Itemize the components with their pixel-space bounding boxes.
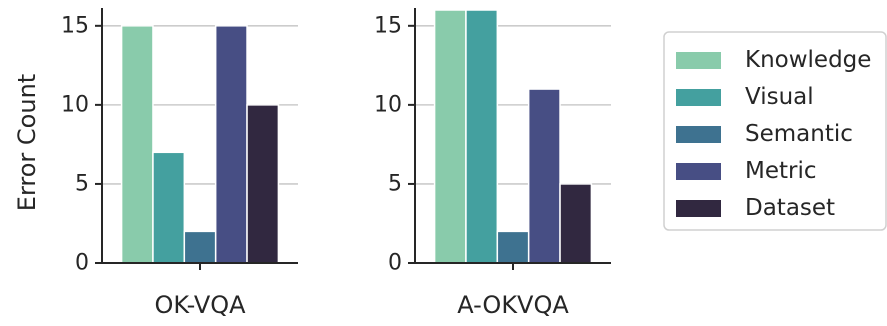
bar-visual-a-okvqa [465,9,499,264]
bar-metric-ok-vqa [214,25,248,264]
x-tick-label: A-OKVQA [457,291,569,319]
y-tick-label: 0 [388,251,402,276]
y-tick-label: 10 [61,92,89,117]
panel-a-okvqa: 0 5 10 15 A-OKVQA [374,8,611,319]
bar-metric-a-okvqa [527,88,561,264]
legend-label-metric: Metric [745,158,817,184]
x-tick-label: OK-VQA [154,291,246,319]
legend-swatch-visual [676,89,721,106]
bar-dataset-a-okvqa [559,183,593,264]
legend-swatch-knowledge [676,52,721,69]
bar-knowledge-ok-vqa [120,25,154,264]
bar-semantic-a-okvqa [496,230,530,264]
bar-semantic-ok-vqa [183,230,217,264]
y-tick-label: 0 [75,251,89,276]
legend-frame [663,31,887,231]
y-tick-label: 5 [388,171,402,196]
panel-ok-vqa: 0 5 10 15 OK-VQA Error Count [13,8,298,319]
y-tick-label: 15 [374,13,402,38]
bar-knowledge-a-okvqa [433,9,467,264]
y-tick-label: 5 [75,171,89,196]
legend-label-knowledge: Knowledge [745,47,871,73]
legend-label-visual: Visual [745,84,814,110]
legend: Knowledge Visual Semantic Metric Dataset [663,31,887,231]
legend-swatch-dataset [676,200,721,217]
legend-swatch-semantic [676,126,721,143]
y-tick-label: 15 [61,13,89,38]
legend-label-semantic: Semantic [745,121,853,147]
bar-dataset-ok-vqa [246,104,280,264]
legend-swatch-metric [676,163,721,180]
y-tick-label: 10 [374,92,402,117]
y-axis-label: Error Count [13,74,41,211]
bar-visual-ok-vqa [152,151,186,264]
legend-label-dataset: Dataset [745,195,835,221]
